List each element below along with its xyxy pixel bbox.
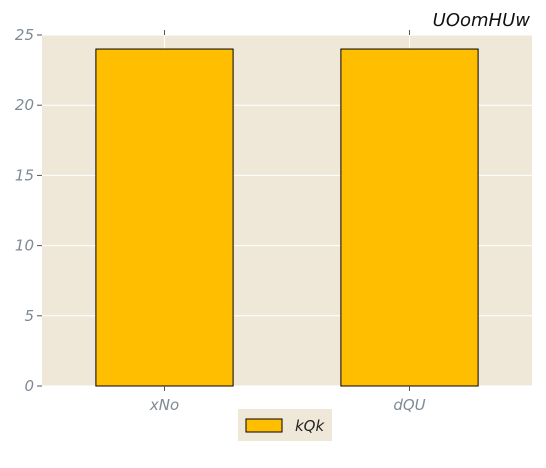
y-tick-label: 15 [15,166,34,184]
legend[interactable]: kQk [238,409,332,441]
chart-title: UOomHUw [433,10,531,31]
legend-swatch [245,418,283,433]
x-tick-label: dQU [393,396,425,414]
y-axis: 0 5 10 15 20 25 [15,26,42,395]
bar-dQU [340,48,479,387]
y-tick-label: 25 [15,26,34,44]
y-tick-label: 10 [15,237,34,255]
legend-label: kQk [295,417,325,435]
x-tick-label: xNo [149,396,179,414]
y-tick-label: 0 [24,377,34,395]
bars [95,48,479,387]
bar-xNo [95,48,234,387]
y-tick-label: 20 [15,96,34,114]
x-axis: xNo dQU [149,30,426,414]
y-tick-label: 5 [24,307,34,325]
